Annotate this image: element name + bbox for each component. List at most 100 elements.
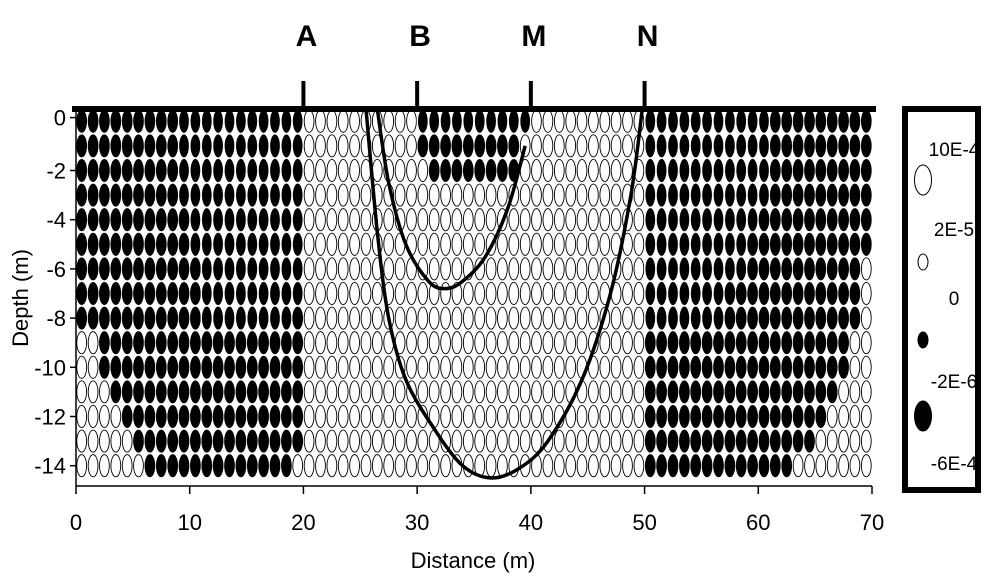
filled-dot	[804, 183, 815, 207]
filled-dot	[485, 108, 498, 135]
filled-dot	[689, 182, 702, 208]
open-dot	[315, 404, 326, 429]
filled-dot	[712, 133, 725, 159]
open-dot	[576, 281, 588, 306]
open-dot	[337, 355, 349, 379]
filled-dot	[838, 183, 849, 207]
filled-dot	[133, 232, 144, 256]
open-dot	[76, 331, 88, 355]
open-dot	[599, 429, 611, 453]
filled-dot	[144, 183, 156, 207]
filled-dot	[701, 355, 713, 379]
open-dot	[462, 404, 474, 429]
open-dot	[417, 183, 429, 207]
open-dot	[110, 429, 122, 453]
open-dot	[576, 232, 588, 256]
open-dot	[531, 134, 542, 158]
filled-dot	[712, 280, 725, 307]
filled-dot	[177, 182, 191, 208]
open-dot	[531, 281, 542, 306]
open-dot	[485, 257, 497, 281]
filled-dot	[769, 109, 781, 133]
open-dot	[349, 355, 360, 379]
filled-dot	[747, 331, 758, 355]
filled-dot	[178, 404, 190, 429]
filled-dot	[234, 280, 247, 307]
open-dot	[326, 380, 338, 404]
filled-dot	[701, 429, 713, 453]
filled-dot	[769, 331, 781, 355]
open-dot	[610, 158, 622, 183]
open-dot	[622, 306, 633, 330]
filled-dot	[99, 306, 110, 330]
filled-dot	[87, 306, 99, 330]
open-dot	[849, 355, 861, 379]
filled-dot	[792, 109, 804, 133]
filled-dot	[826, 380, 838, 404]
filled-dot	[690, 429, 702, 453]
electrode-b-label: B	[409, 20, 431, 53]
open-dot	[542, 208, 554, 232]
filled-dot	[223, 133, 236, 159]
filled-dot	[781, 158, 793, 183]
open-dot	[610, 380, 622, 404]
open-dot	[417, 281, 429, 306]
filled-dot	[190, 331, 201, 355]
electrode-a-label: A	[296, 20, 318, 53]
legend-label: 2E-5	[934, 220, 974, 241]
filled-dot	[497, 158, 508, 183]
open-dot	[565, 281, 577, 306]
open-dot	[462, 183, 474, 207]
filled-dot	[246, 133, 259, 159]
filled-dot	[792, 134, 804, 158]
filled-dot	[212, 355, 224, 379]
open-dot	[553, 306, 565, 330]
filled-dot	[679, 404, 690, 429]
filled-dot	[507, 108, 520, 135]
filled-dot	[234, 182, 247, 208]
open-dot	[519, 380, 531, 404]
filled-dot	[701, 331, 713, 355]
filled-dot	[826, 134, 838, 158]
open-dot	[508, 257, 520, 281]
filled-dot	[781, 109, 793, 133]
open-dot	[349, 454, 360, 478]
open-dot	[565, 183, 577, 207]
filled-dot	[246, 331, 258, 355]
open-dot	[531, 257, 542, 281]
filled-dot	[155, 281, 167, 306]
open-dot	[542, 454, 554, 478]
open-dot	[303, 331, 315, 355]
filled-dot	[644, 133, 657, 159]
open-dot	[76, 404, 88, 429]
filled-dot	[747, 232, 758, 256]
filled-dot	[689, 157, 702, 184]
filled-dot	[713, 454, 724, 478]
open-dot	[474, 281, 486, 306]
open-dot	[485, 183, 497, 207]
filled-dot	[747, 281, 758, 306]
filled-dot	[133, 404, 144, 429]
filled-dot	[792, 429, 804, 453]
filled-dot	[133, 183, 144, 207]
filled-dot	[133, 134, 144, 158]
filled-dot	[87, 134, 99, 158]
filled-dot	[189, 231, 202, 258]
open-dot	[815, 429, 827, 453]
filled-dot	[666, 108, 680, 135]
open-dot	[303, 355, 315, 379]
x-tick-label: 20	[291, 510, 315, 535]
open-dot	[303, 109, 315, 133]
open-dot	[462, 355, 474, 379]
filled-dot	[258, 404, 269, 429]
y-axis-label: Depth (m)	[8, 249, 33, 347]
filled-dot	[246, 206, 259, 233]
filled-dot	[280, 305, 293, 331]
filled-dot	[815, 257, 827, 281]
open-dot	[349, 331, 360, 355]
filled-dot	[781, 429, 793, 453]
filled-dot	[723, 182, 736, 208]
filled-dot	[735, 133, 748, 159]
open-dot	[860, 257, 872, 281]
